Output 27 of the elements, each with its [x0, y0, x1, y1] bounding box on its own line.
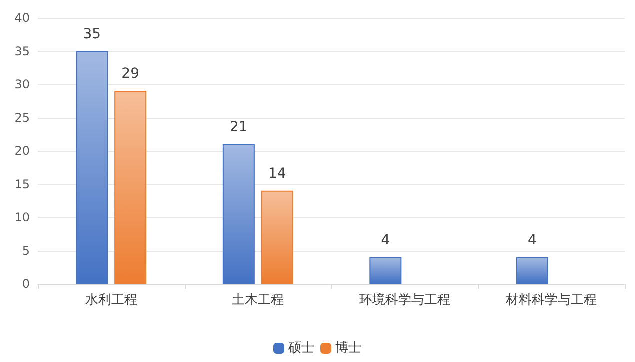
legend-label: 博士 — [336, 341, 362, 356]
y-tick-label: 5 — [22, 244, 30, 258]
bar — [76, 51, 108, 284]
data-label: 35 — [83, 26, 102, 42]
data-label: 21 — [230, 119, 248, 136]
x-tick-label: 土木工程 — [232, 293, 284, 308]
data-label: 29 — [122, 66, 140, 82]
y-tick-label: 25 — [14, 110, 30, 125]
data-label: 14 — [268, 166, 286, 182]
bar — [516, 257, 548, 284]
y-tick-label: 30 — [14, 78, 30, 92]
x-tick-label: 水利工程 — [85, 293, 138, 308]
data-label: 4 — [528, 232, 537, 248]
y-tick-label: 10 — [14, 210, 30, 224]
bar — [114, 91, 147, 284]
y-tick-label: 20 — [14, 144, 30, 158]
bar — [222, 144, 255, 284]
y-tick-label: 40 — [14, 11, 30, 25]
y-tick-label: 35 — [14, 44, 30, 58]
x-tick-label: 材料科学与工程 — [505, 293, 598, 308]
bar — [370, 257, 402, 284]
bar — [261, 190, 294, 284]
legend-label: 硕士 — [288, 341, 314, 356]
data-label: 4 — [381, 232, 390, 248]
x-tick-label: 环境科学与工程 — [359, 292, 450, 308]
y-tick-label: 0 — [22, 277, 30, 291]
y-tick-label: 15 — [14, 177, 30, 192]
